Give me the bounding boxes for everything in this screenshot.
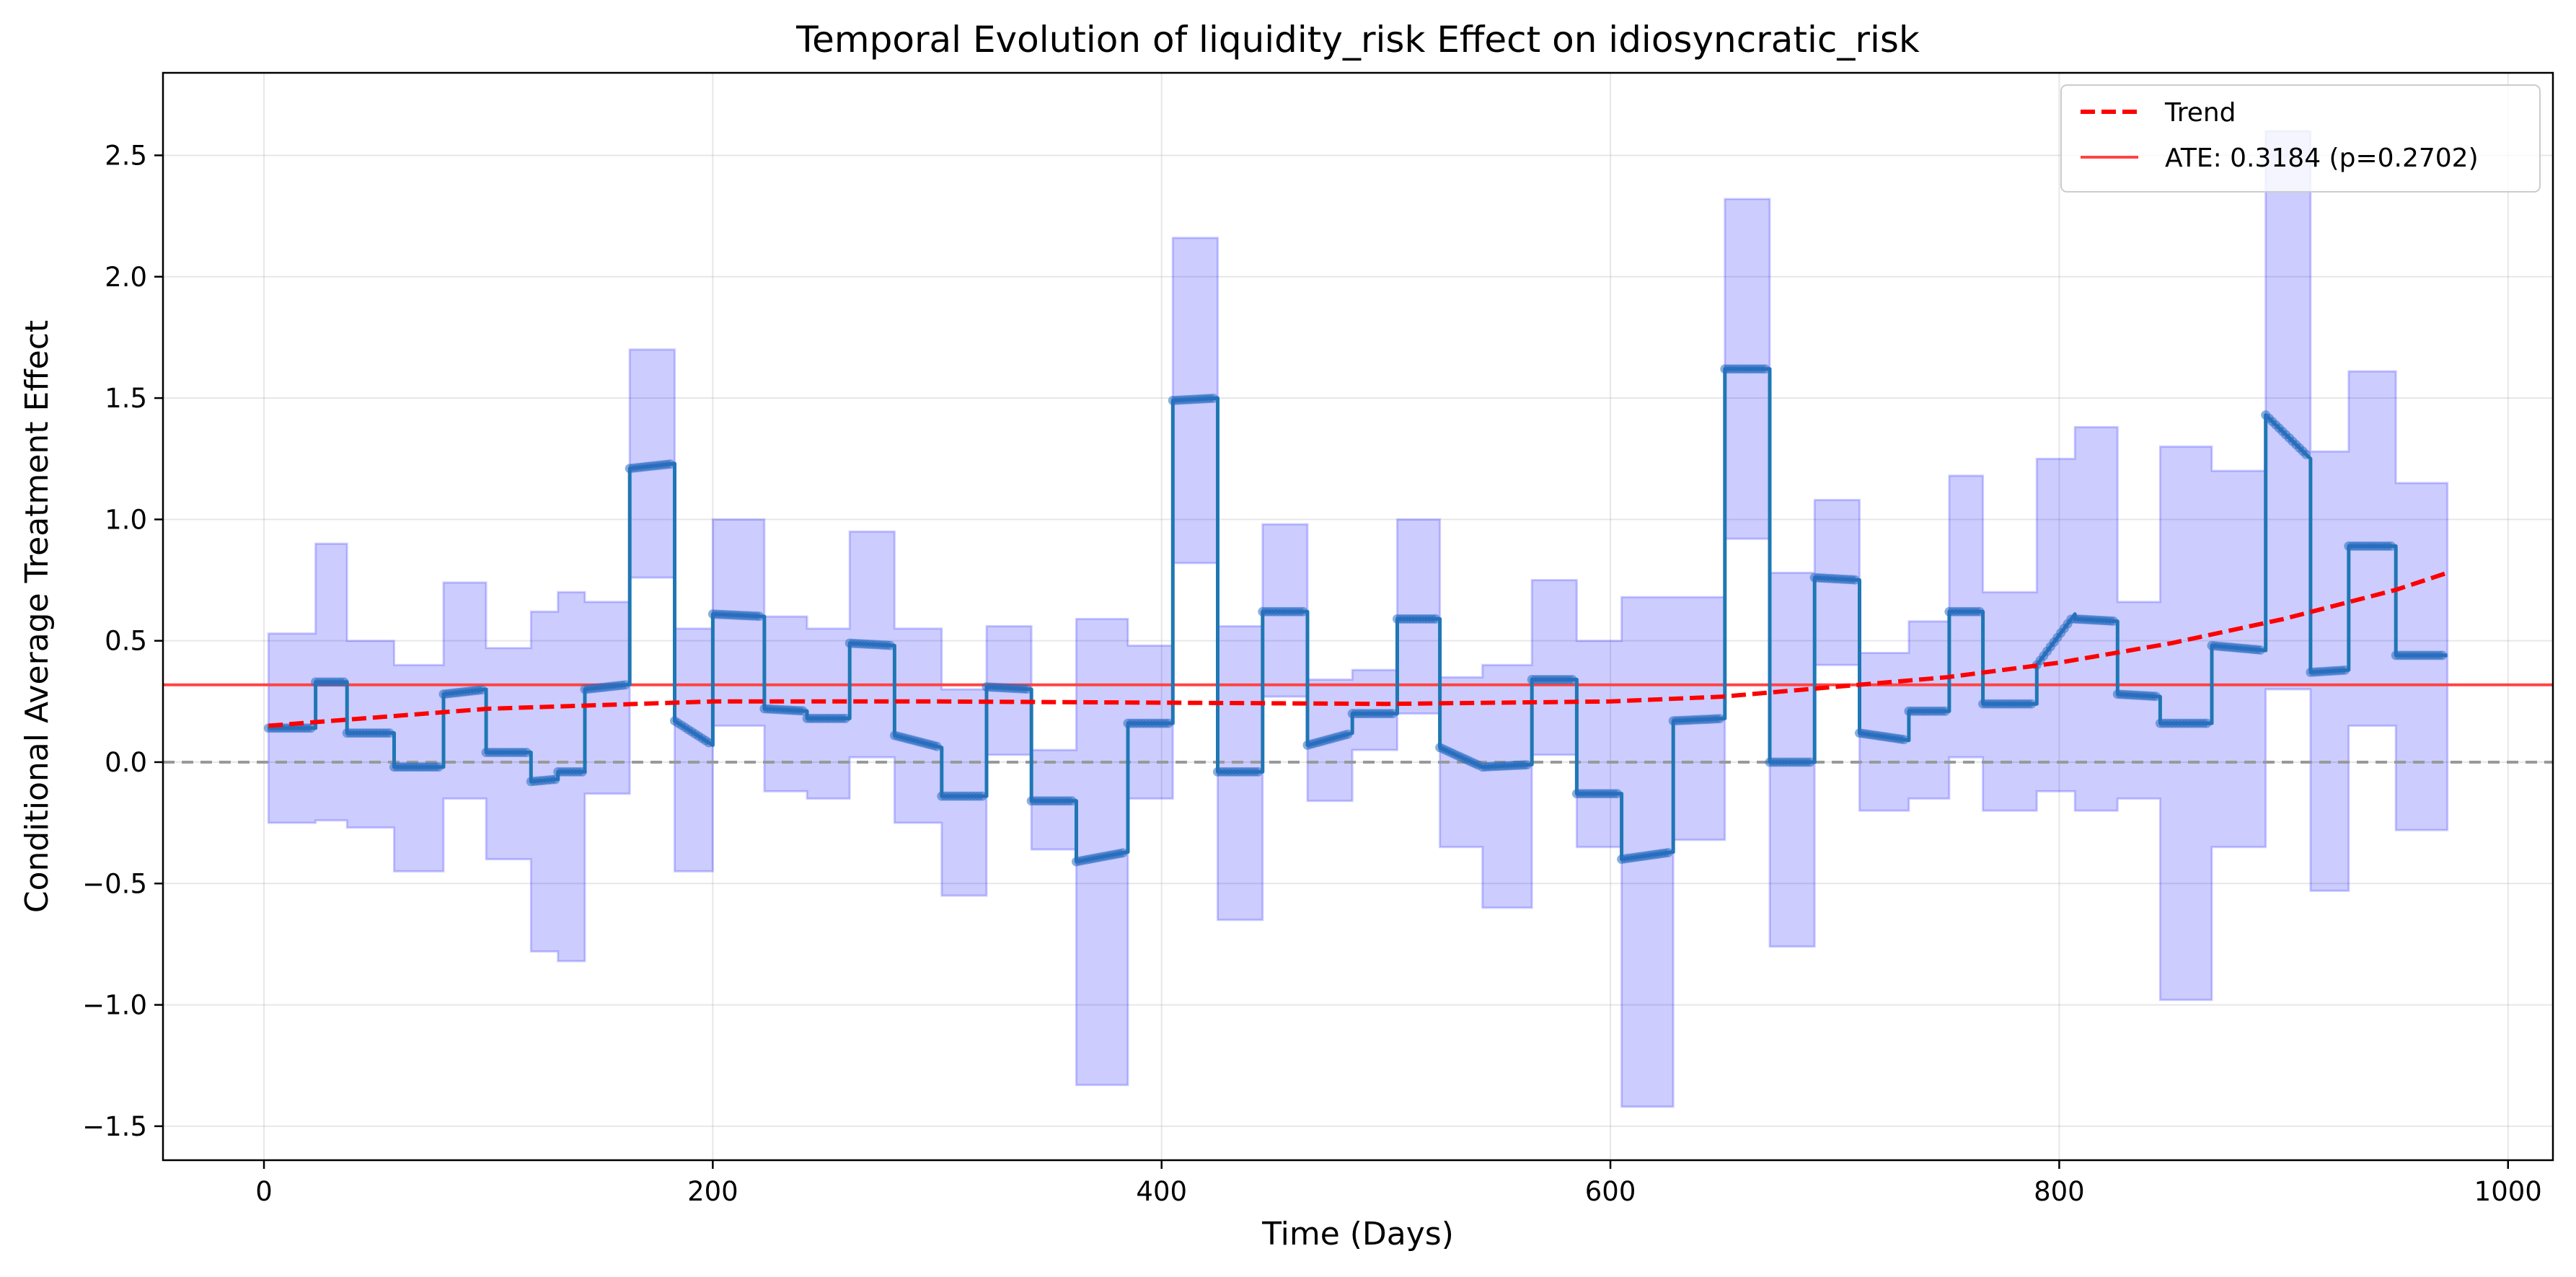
cate-point-265	[1163, 718, 1173, 728]
cate-point-543	[2108, 616, 2118, 626]
plot-frame	[162, 71, 2554, 1162]
trend-line	[268, 570, 2448, 728]
cate-point-85	[550, 774, 560, 785]
legend-frame	[2060, 84, 2541, 193]
x-tick-label-3: 600	[1585, 1176, 1636, 1207]
x-tick-label-2: 400	[1136, 1176, 1187, 1207]
cate-point-36	[384, 728, 394, 738]
cate-point-481	[1899, 735, 1909, 745]
cate-point-571	[2202, 718, 2212, 728]
legend-ate-label: ATE: 0.3184 (p=0.2702)	[2165, 143, 2479, 173]
cate-points	[263, 364, 2448, 867]
cate-point-158	[798, 706, 808, 716]
cate-point-625	[2386, 541, 2396, 551]
cate-point-278	[1208, 393, 1218, 403]
legend-trend-label: Trend	[2164, 98, 2236, 128]
cate-point-145	[754, 611, 764, 622]
trend-series	[268, 570, 2448, 728]
cate-point-384	[1567, 675, 1577, 684]
cate-point-106	[620, 680, 630, 690]
x-tick-label-5: 1000	[2474, 1176, 2542, 1207]
x-tick-label-0: 0	[255, 1176, 273, 1207]
cate-point-252	[1118, 848, 1128, 858]
x-axis-label: Time (Days)	[1261, 1216, 1454, 1252]
cate-point-130	[704, 738, 714, 748]
cate-point-440	[1760, 364, 1770, 374]
legend: Trend ATE: 0.3184 (p=0.2702)	[2060, 84, 2541, 193]
cate-point-640	[2438, 650, 2448, 660]
cate-point-466	[1850, 575, 1860, 585]
confidence-band-area	[267, 130, 2449, 1108]
cate-point-22	[339, 677, 349, 687]
y-tick-label-7: 2.0	[105, 262, 147, 293]
cate-point-317	[1343, 729, 1353, 739]
confidence-band	[267, 130, 2449, 1108]
y-tick-label-4: 0.5	[105, 626, 147, 657]
cate-point-343	[1431, 614, 1441, 624]
y-tick-label-5: 1.0	[105, 504, 147, 535]
cate-point-51	[433, 762, 444, 772]
cate-point-13	[306, 723, 316, 733]
y-tick-label-0: −1.5	[82, 1111, 147, 1142]
cate-point-503	[1975, 606, 1985, 617]
y-axis-ticks: −1.5 −1.0 −0.5 0.0 0.5 1.0 1.5 2.0 2.5	[82, 140, 163, 1142]
y-tick-label-1: −1.0	[82, 990, 147, 1021]
y-tick-label-2: −0.5	[82, 868, 147, 899]
cate-point-493	[1940, 706, 1950, 716]
cate-point-64	[477, 685, 487, 695]
reference-lines	[163, 683, 2553, 764]
cate-point-291	[1253, 766, 1263, 777]
cate-point-519	[2026, 699, 2037, 709]
y-tick-label-8: 2.5	[105, 140, 147, 171]
cate-point-611	[2340, 665, 2350, 675]
cate-point-412	[1663, 848, 1673, 857]
cate-point-184	[885, 640, 895, 650]
cate-point-77	[521, 748, 531, 757]
chart-title: Temporal Evolution of liquidity_risk Eff…	[795, 19, 1920, 61]
cate-point-211	[977, 791, 987, 801]
cate-point-397	[1612, 789, 1622, 799]
cate-point-224	[1022, 684, 1032, 694]
cate-point-237	[1067, 796, 1077, 806]
cate-point-304	[1298, 606, 1308, 617]
y-tick-label-6: 1.5	[105, 383, 147, 414]
cate-point-427	[1715, 714, 1725, 724]
cate-point-198	[932, 741, 942, 751]
x-tick-label-4: 800	[2034, 1176, 2085, 1207]
cate-point-171	[840, 713, 850, 723]
cate-point-453	[1805, 757, 1815, 767]
y-tick-label-3: 0.0	[105, 747, 147, 778]
cate-point-93	[577, 766, 587, 777]
y-axis-label: Conditional Average Treatment Effect	[19, 320, 56, 913]
x-axis-ticks: 0 200 400 600 800 1000	[255, 1160, 2542, 1207]
cate-point-119	[665, 459, 675, 469]
x-tick-label-1: 200	[687, 1176, 738, 1207]
cate-point-600	[2301, 449, 2311, 459]
cate-point-371	[1522, 760, 1532, 770]
cate-point-556	[2151, 691, 2161, 702]
cate-point-330	[1388, 709, 1398, 719]
cate-point-587	[2255, 645, 2265, 655]
